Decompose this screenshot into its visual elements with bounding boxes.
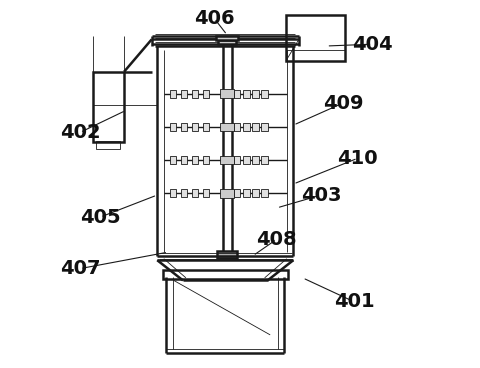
Bar <box>234 123 240 131</box>
Bar <box>252 123 259 131</box>
Bar <box>170 123 176 131</box>
Bar <box>192 156 198 164</box>
Bar <box>181 90 187 98</box>
Bar <box>243 156 250 164</box>
Bar <box>252 90 259 98</box>
Bar <box>181 156 187 164</box>
Bar <box>203 123 209 131</box>
Bar <box>261 90 268 98</box>
Bar <box>234 189 240 197</box>
Bar <box>96 141 120 149</box>
Bar <box>216 36 238 40</box>
Bar <box>218 40 236 44</box>
Bar <box>243 90 250 98</box>
Text: 403: 403 <box>300 185 341 205</box>
Text: 404: 404 <box>352 35 393 54</box>
Bar <box>192 189 198 197</box>
Bar <box>286 15 345 61</box>
Text: 409: 409 <box>323 93 363 113</box>
Bar <box>261 156 268 164</box>
Text: 408: 408 <box>256 230 297 249</box>
Bar <box>163 270 288 279</box>
Bar <box>170 90 176 98</box>
Bar <box>203 156 209 164</box>
Bar <box>203 189 209 197</box>
Bar <box>181 123 187 131</box>
Text: 407: 407 <box>60 259 100 278</box>
Bar <box>220 89 234 98</box>
Bar <box>243 189 250 197</box>
Bar <box>192 90 198 98</box>
Bar <box>234 90 240 98</box>
Bar <box>234 156 240 164</box>
Bar <box>220 189 234 198</box>
Bar <box>243 123 250 131</box>
Bar <box>181 189 187 197</box>
Bar <box>93 72 124 142</box>
Bar <box>217 251 237 258</box>
Bar <box>220 123 234 131</box>
Bar <box>170 156 176 164</box>
Bar <box>252 156 259 164</box>
Text: 410: 410 <box>337 149 378 168</box>
Text: 401: 401 <box>334 292 374 311</box>
Bar <box>261 123 268 131</box>
Bar <box>252 189 259 197</box>
Bar <box>170 189 176 197</box>
Bar <box>203 90 209 98</box>
Bar <box>192 123 198 131</box>
Text: 402: 402 <box>60 123 100 142</box>
Bar <box>220 156 234 164</box>
Text: 406: 406 <box>194 9 235 28</box>
Text: 405: 405 <box>80 208 120 227</box>
Bar <box>261 189 268 197</box>
